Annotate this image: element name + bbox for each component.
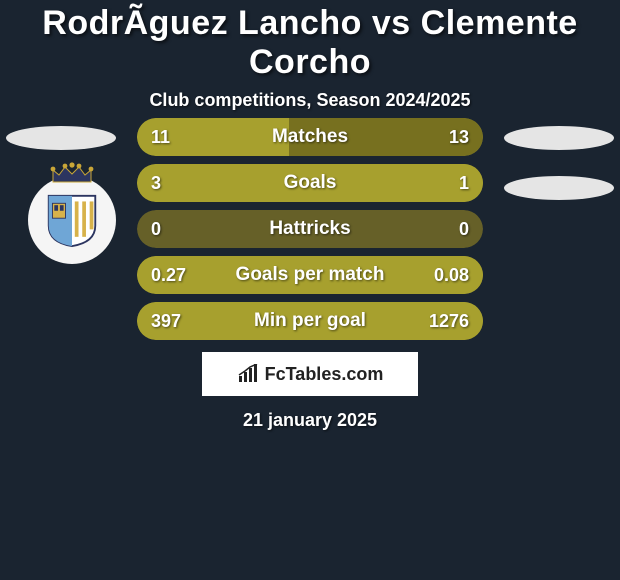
stat-row: 3971276Min per goal — [137, 302, 483, 340]
player1-photo-placeholder — [6, 126, 116, 150]
date-line: 21 january 2025 — [0, 410, 620, 431]
shield-icon — [45, 194, 99, 248]
player2-photo-placeholder — [504, 126, 614, 150]
crown-icon — [49, 162, 95, 184]
bar-left-fill — [137, 164, 483, 202]
subtitle: Club competitions, Season 2024/2025 — [0, 90, 620, 111]
stat-row: 0.270.08Goals per match — [137, 256, 483, 294]
bar-track — [137, 210, 483, 248]
bar-left-fill — [137, 256, 483, 294]
bar-left-fill — [137, 302, 483, 340]
stat-row: 31Goals — [137, 164, 483, 202]
page-root: RodrÃ­guez Lancho vs Clemente Corcho Clu… — [0, 0, 620, 580]
bar-left-fill — [137, 118, 289, 156]
stat-row: 1113Matches — [137, 118, 483, 156]
branding-box[interactable]: FcTables.com — [202, 352, 418, 396]
player2-club-placeholder — [504, 176, 614, 200]
badge-circle — [28, 176, 116, 264]
branding-label: FcTables.com — [265, 364, 384, 385]
page-title: RodrÃ­guez Lancho vs Clemente Corcho — [0, 4, 620, 82]
player1-club-badge — [28, 176, 116, 264]
bars-icon — [237, 364, 259, 384]
bar-right-fill — [289, 118, 483, 156]
stats-bars: 1113Matches 31Goals 00Hattricks 0.270.08Goa… — [137, 118, 483, 348]
stat-row: 00Hattricks — [137, 210, 483, 248]
